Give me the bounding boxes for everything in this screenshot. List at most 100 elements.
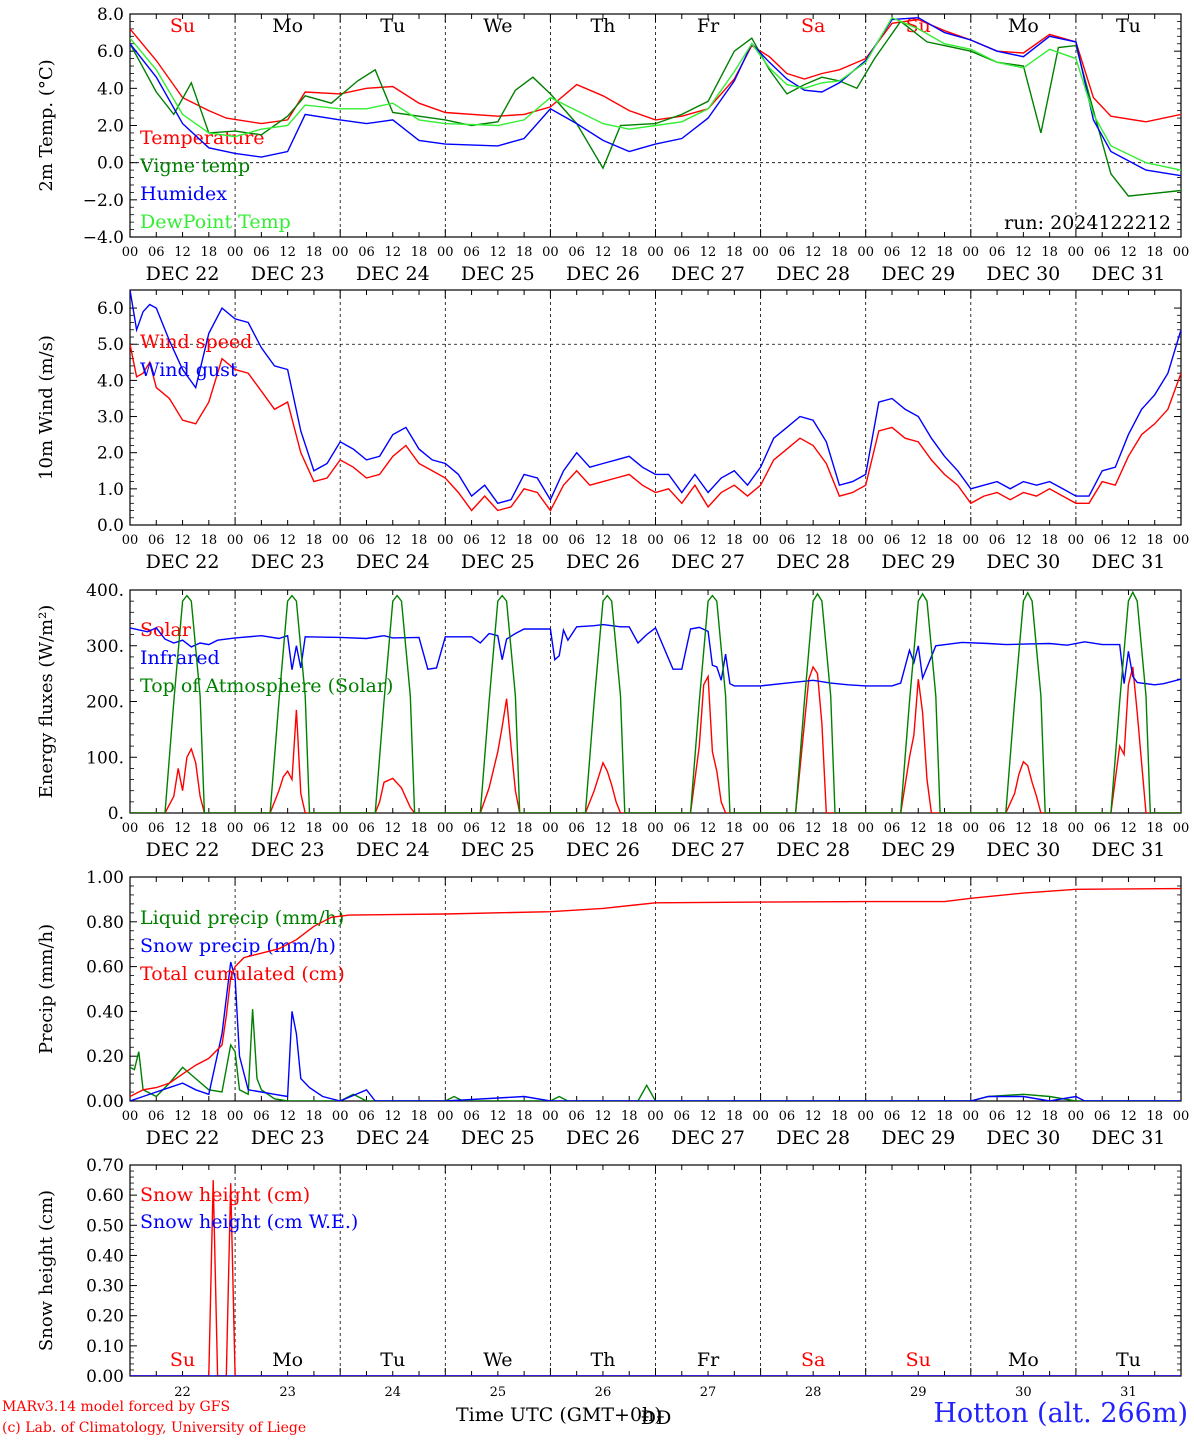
hour-tick-label: 18 [831,821,848,836]
weekday-label: Mo [1008,15,1039,37]
hour-tick-label: 12 [174,821,191,836]
legend-entry: Snow height (cm W.E.) [140,1211,358,1233]
hour-tick-label: 12 [1015,821,1032,836]
hour-tick-label: 00 [542,245,559,260]
y-axis-label: Precip (mm/h) [36,924,57,1054]
date-label: DEC 28 [776,263,850,285]
y-tick-label: 0. [108,804,124,824]
date-label: DEC 31 [1092,1127,1166,1149]
hour-tick-label: 06 [674,245,691,260]
run-annotation: run: 2024122212 [1004,212,1171,234]
series-line-humidex [130,16,1181,177]
date-label: DEC 23 [251,839,325,861]
hour-tick-label: 06 [1094,533,1111,548]
hour-tick-label: 12 [174,533,191,548]
hour-tick-label: 12 [279,821,296,836]
date-label: DEC 29 [881,839,955,861]
y-tick-label: 0.30 [86,1277,124,1297]
date-label: DEC 25 [461,551,535,573]
day-number-label: 30 [1015,1385,1032,1400]
hour-tick-label: 06 [779,533,796,548]
hour-tick-label: 06 [148,245,165,260]
hour-tick-label: 12 [279,245,296,260]
date-label: DEC 29 [881,551,955,573]
date-label: DEC 31 [1092,263,1166,285]
hour-tick-label: 12 [805,1109,822,1124]
hour-tick-label: 00 [857,533,874,548]
weekday-label: We [483,1349,512,1371]
hour-tick-label: 06 [358,821,375,836]
y-tick-label: 0.0 [97,154,124,174]
hour-tick-label: 06 [358,245,375,260]
hour-tick-label: 06 [253,245,270,260]
legend-entry: Vigne temp [139,155,250,177]
y-tick-label: 100. [86,748,124,768]
hour-tick-label: 00 [963,245,980,260]
hour-tick-label: 18 [726,245,743,260]
hour-tick-label: 00 [752,821,769,836]
y-axis-label: Energy fluxes (W/m²) [36,605,57,799]
date-label: DEC 31 [1092,839,1166,861]
hour-tick-label: 18 [411,245,428,260]
hour-tick-label: 06 [148,821,165,836]
hour-tick-label: 00 [1068,533,1085,548]
hour-tick-label: 18 [1041,1109,1058,1124]
weekday-label: Fr [697,1349,720,1371]
hour-tick-label: 00 [437,1109,454,1124]
hour-tick-label: 00 [332,1109,349,1124]
hour-tick-label: 06 [884,245,901,260]
y-tick-label: 0.50 [86,1216,124,1236]
legend-entry: DewPoint Temp [140,211,291,233]
legend-entry: Wind speed [140,331,252,353]
hour-tick-label: 00 [857,821,874,836]
hour-tick-label: 00 [1068,1109,1085,1124]
hour-tick-label: 00 [332,245,349,260]
date-label: DEC 30 [986,1127,1060,1149]
legend-entry: Snow precip (mm/h) [140,935,336,957]
hour-tick-label: 12 [595,245,612,260]
hour-tick-label: 12 [700,245,717,260]
weekday-label: Th [590,1349,615,1371]
hour-tick-label: 12 [595,1109,612,1124]
hour-tick-label: 00 [332,821,349,836]
weekday-label: Th [590,15,615,37]
x-label-overlap: ÐÐ [641,1407,672,1429]
hour-tick-label: 12 [490,245,507,260]
weekday-label: Tu [1116,15,1141,37]
time-axis-label: Time UTC (GMT+0h) [456,1404,662,1426]
hour-tick-label: 12 [910,245,927,260]
hour-tick-label: 18 [621,533,638,548]
hour-tick-label: 00 [227,821,244,836]
hour-tick-label: 06 [1094,1109,1111,1124]
hour-tick-label: 06 [674,1109,691,1124]
y-tick-label: 0.40 [86,1246,124,1266]
day-number-label: 24 [384,1385,401,1400]
weekday-label: Sa [801,1349,825,1371]
date-label: DEC 26 [566,839,640,861]
y-tick-label: 0.60 [86,1186,124,1206]
hour-tick-label: 12 [279,533,296,548]
hour-tick-label: 12 [1120,533,1137,548]
y-tick-label: 0.60 [86,958,124,978]
legend-entry: Snow height (cm) [140,1184,310,1206]
y-tick-label: 4.0 [97,371,124,391]
date-label: DEC 25 [461,839,535,861]
y-tick-label: 5.0 [97,335,124,355]
weekday-label: Su [906,1349,931,1371]
day-number-label: 26 [595,1385,612,1400]
date-label: DEC 29 [881,263,955,285]
hour-tick-label: 06 [779,245,796,260]
hour-tick-label: 12 [490,533,507,548]
date-label: DEC 27 [671,263,745,285]
y-tick-label: 8.0 [97,5,124,25]
hour-tick-label: 06 [463,533,480,548]
hour-tick-label: 06 [568,245,585,260]
hour-tick-label: 06 [253,821,270,836]
weekday-label: Fr [697,15,720,37]
hour-tick-label: 12 [384,1109,401,1124]
date-label: DEC 24 [356,839,430,861]
date-label: DEC 24 [356,551,430,573]
date-label: DEC 26 [566,1127,640,1149]
date-label: DEC 22 [146,839,220,861]
hour-tick-label: 06 [989,821,1006,836]
